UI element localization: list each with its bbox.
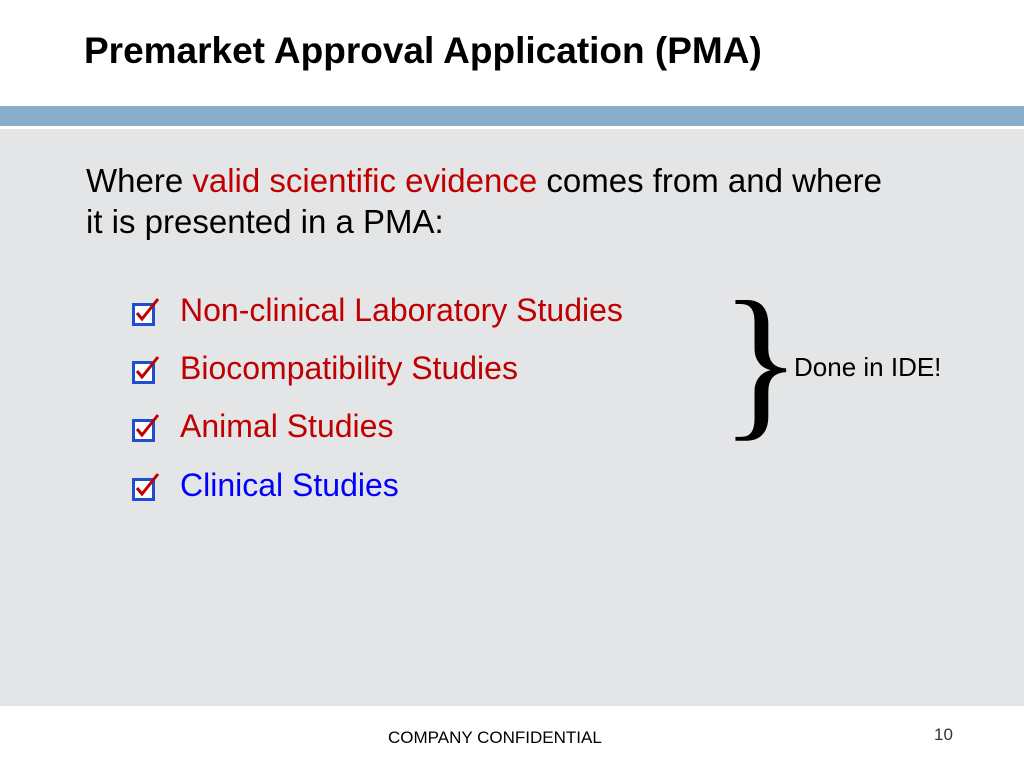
title-divider-band	[0, 106, 1024, 126]
list-item: Non-clinical Laboratory Studies	[132, 290, 623, 330]
intro-highlight: valid scientific evidence	[192, 162, 538, 199]
right-brace-icon: }	[720, 267, 802, 455]
list-item: Biocompatibility Studies	[132, 348, 518, 388]
intro-part-2: comes from and where it is presented in …	[86, 162, 883, 240]
checkbox-checked-icon	[132, 298, 160, 326]
checkbox-checked-icon	[132, 414, 160, 442]
list-item-label: Non-clinical Laboratory Studies	[180, 291, 623, 328]
intro-part-1: Where	[86, 162, 193, 199]
list-item-label: Clinical Studies	[180, 466, 399, 503]
title-divider-line	[0, 126, 1024, 129]
page-number: 10	[934, 725, 953, 744]
footer-confidential: COMPANY CONFIDENTIAL	[388, 728, 602, 747]
checkbox-checked-icon	[132, 473, 160, 501]
list-item: Clinical Studies	[132, 465, 399, 505]
brace-note: Done in IDE!	[794, 352, 942, 382]
list-item: Animal Studies	[132, 406, 393, 446]
content-panel	[0, 129, 1024, 706]
list-item-label: Animal Studies	[180, 407, 394, 444]
checkbox-checked-icon	[132, 356, 160, 384]
list-item-label: Biocompatibility Studies	[180, 349, 518, 386]
intro-text: Where valid scientific evidence comes fr…	[86, 160, 886, 242]
slide-title: Premarket Approval Application (PMA)	[84, 30, 762, 71]
